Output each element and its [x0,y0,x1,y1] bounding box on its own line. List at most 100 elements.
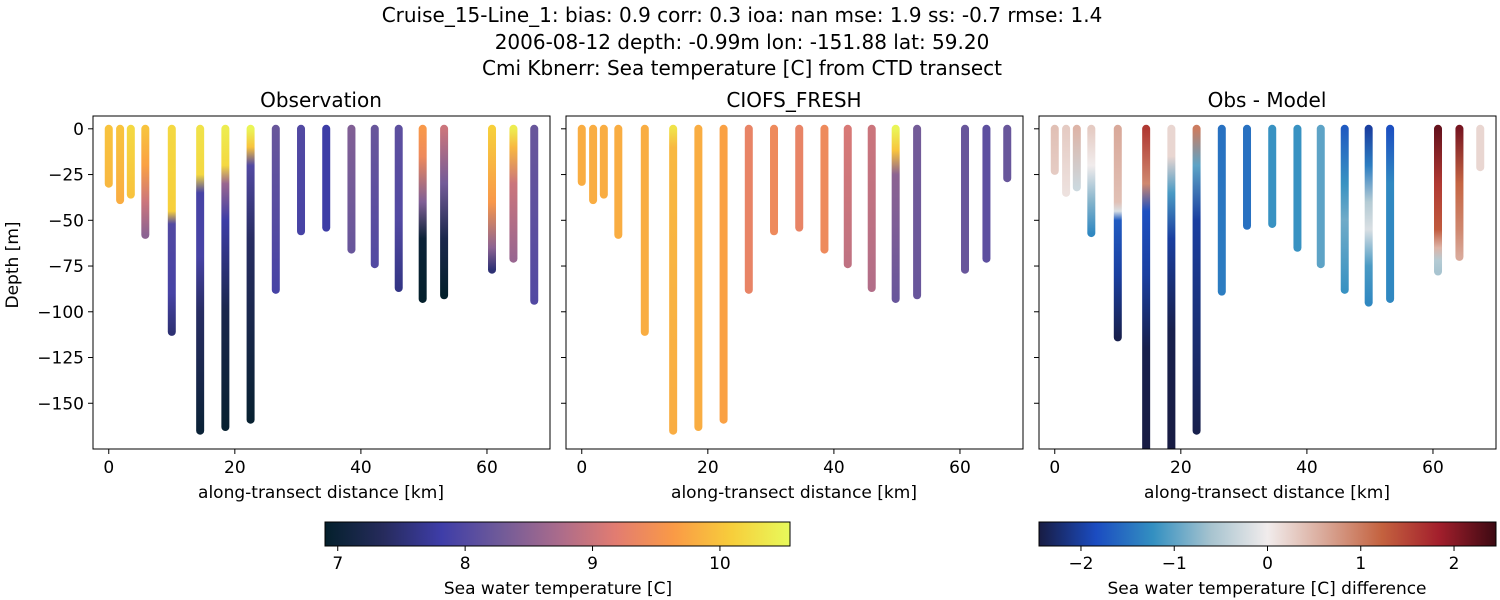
y-tick-label: −125 [37,349,84,369]
colorbar-tick-label: 10 [709,554,731,574]
cast-1 [104,124,113,188]
cast-19 [1003,124,1012,183]
cast-13 [843,124,852,269]
cast-13 [370,124,379,269]
cast-6 [196,124,205,435]
y-tick-label: −25 [48,166,84,186]
cast-9 [271,124,280,294]
colorbar-tick-label: −2 [1068,554,1093,574]
cast-8 [246,124,255,424]
cast-15 [1364,124,1373,307]
cast-4 [614,124,623,239]
cast-12 [347,124,356,254]
colorbar-tick-label: 1 [1355,554,1366,574]
title-line-2: 2006-08-12 depth: -0.99m lon: -151.88 la… [495,30,990,54]
x-axis-label: along-transect distance [km] [1144,483,1390,503]
colorbar-tick-label: 8 [460,554,471,574]
cast-5 [167,124,176,336]
y-tick-label: −150 [37,394,84,414]
cast-8 [719,124,728,424]
colorbar-difference: Sea water temperature [C] difference −2 −… [1038,521,1497,599]
cast-1 [1050,124,1059,175]
cast-18 [509,124,518,263]
cast-10 [770,124,779,236]
axes-frame [1038,115,1497,450]
cast-3 [126,124,135,199]
panel-title: Obs - Model [1208,88,1327,112]
title-line-1: Cruise_15-Line_1: bias: 0.9 corr: 0.3 io… [382,3,1103,27]
x-tick-label: 20 [1170,458,1192,478]
colorbar-label: Sea water temperature [C] difference [1107,579,1426,599]
y-tick-label: 0 [73,120,84,140]
cast-4 [141,124,150,239]
cast-7 [694,124,703,432]
cast-11 [322,124,331,232]
casts [1050,124,1485,449]
y-tick-label: −100 [37,303,84,323]
x-axis-label: along-transect distance [km] [671,483,917,503]
casts [577,124,1012,435]
colorbar-tick-label: 7 [332,554,343,574]
x-tick-label: 40 [1296,458,1318,478]
cast-14 [867,124,876,292]
cast-4 [1087,124,1096,238]
title-line-3: Cmi Kbnerr: Sea temperature [C] from CTD… [482,56,1002,80]
cast-7 [1167,124,1176,449]
cast-5 [1113,124,1122,342]
cast-6 [1142,124,1151,449]
x-tick-label: 40 [350,458,372,478]
colorbar-gradient [1038,521,1497,547]
figure-title: Cruise_15-Line_1: bias: 0.9 corr: 0.3 io… [382,3,1103,80]
cast-15 [891,124,900,303]
cast-16 [440,124,449,300]
cast-14 [394,124,403,292]
axes-frame [565,115,1024,450]
x-tick-label: 20 [224,458,246,478]
colorbar-tick-label: 2 [1449,554,1460,574]
cast-12 [820,124,829,254]
y-tick-label: −75 [48,257,84,277]
cast-2 [589,124,598,205]
cast-9 [744,124,753,294]
cast-17 [961,124,970,274]
colorbar-tick-label: 0 [1262,554,1273,574]
panel-obs-minus-model: Obs - Model along-transect distance [km]… [1034,88,1497,503]
colorbar-temperature: Sea water temperature [C] 7 8 9 10 [324,521,791,599]
cast-14 [1340,124,1349,294]
colorbar-gradient [324,521,791,547]
x-tick-label: 40 [823,458,845,478]
y-tick-label: −50 [48,211,84,231]
cast-18 [1455,124,1464,261]
cast-11 [1268,124,1277,228]
cast-9 [1217,124,1226,296]
cast-19 [530,124,539,305]
cast-16 [1386,124,1395,303]
cast-15 [418,124,427,303]
colorbar-label: Sea water temperature [C] [444,579,672,599]
cast-8 [1192,124,1201,435]
cast-3 [1072,124,1081,192]
panel-title: CIOFS_FRESH [726,88,861,112]
colorbar-tick-label: −1 [1162,554,1187,574]
cast-19 [1476,124,1485,172]
x-tick-label: 60 [1422,458,1444,478]
casts [104,124,539,435]
panel-title: Observation [260,88,382,112]
x-tick-label: 60 [949,458,971,478]
y-axis-label: Depth [m] [3,221,23,308]
cast-1 [577,124,586,186]
cast-10 [297,124,306,236]
x-tick-label: 20 [697,458,719,478]
cast-6 [669,124,678,435]
cast-18 [982,124,991,263]
cast-11 [795,124,804,232]
cast-3 [599,124,608,199]
cast-10 [1243,124,1252,230]
x-axis-label: along-transect distance [km] [198,483,444,503]
x-tick-label: 0 [103,458,114,478]
x-tick-label: 0 [1049,458,1060,478]
cast-13 [1316,124,1325,269]
x-tick-label: 0 [576,458,587,478]
panel-ciofs-fresh: CIOFS_FRESH along-transect distance [km]… [561,88,1024,503]
